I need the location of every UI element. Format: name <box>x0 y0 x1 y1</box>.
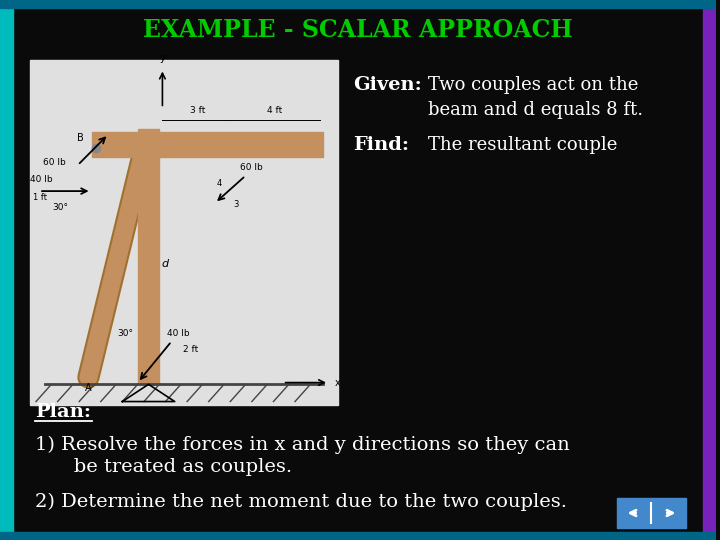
Text: 4: 4 <box>217 179 222 188</box>
Text: A: A <box>85 383 91 393</box>
Text: 40 lb: 40 lb <box>166 329 189 338</box>
Text: Two couples act on the: Two couples act on the <box>428 76 638 94</box>
Text: 60 lb: 60 lb <box>240 164 264 172</box>
Bar <box>0 532 716 540</box>
Text: 1 ft: 1 ft <box>33 193 47 202</box>
Text: 1) Resolve the forces in x and y directions so they can: 1) Resolve the forces in x and y directi… <box>35 436 570 454</box>
Bar <box>616 498 686 528</box>
Text: 30°: 30° <box>53 203 68 212</box>
Text: B: B <box>77 133 84 143</box>
Bar <box>0 0 716 8</box>
Text: y: y <box>160 53 166 63</box>
Text: d: d <box>162 259 169 269</box>
Bar <box>30 60 338 405</box>
Text: The resultant couple: The resultant couple <box>428 136 617 154</box>
Text: be treated as couples.: be treated as couples. <box>55 458 292 476</box>
Bar <box>0 0 13 540</box>
Text: 40 lb: 40 lb <box>30 176 53 185</box>
Bar <box>138 129 159 384</box>
Text: Given:: Given: <box>353 76 422 94</box>
Text: 60 lb: 60 lb <box>43 158 66 167</box>
Text: 4 ft: 4 ft <box>267 106 282 116</box>
Text: beam and d equals 8 ft.: beam and d equals 8 ft. <box>428 101 643 119</box>
Text: Find:: Find: <box>353 136 409 154</box>
Text: 2 ft: 2 ft <box>183 345 198 354</box>
Bar <box>91 132 323 157</box>
Text: 3 ft: 3 ft <box>190 106 206 116</box>
Text: EXAMPLE - SCALAR APPROACH: EXAMPLE - SCALAR APPROACH <box>143 18 573 42</box>
Bar <box>703 0 716 540</box>
Text: 30°: 30° <box>117 329 133 338</box>
Text: x: x <box>335 377 341 388</box>
Text: 3: 3 <box>234 200 239 208</box>
Text: 2) Determine the net moment due to the two couples.: 2) Determine the net moment due to the t… <box>35 493 567 511</box>
Text: Plan:: Plan: <box>35 403 91 421</box>
